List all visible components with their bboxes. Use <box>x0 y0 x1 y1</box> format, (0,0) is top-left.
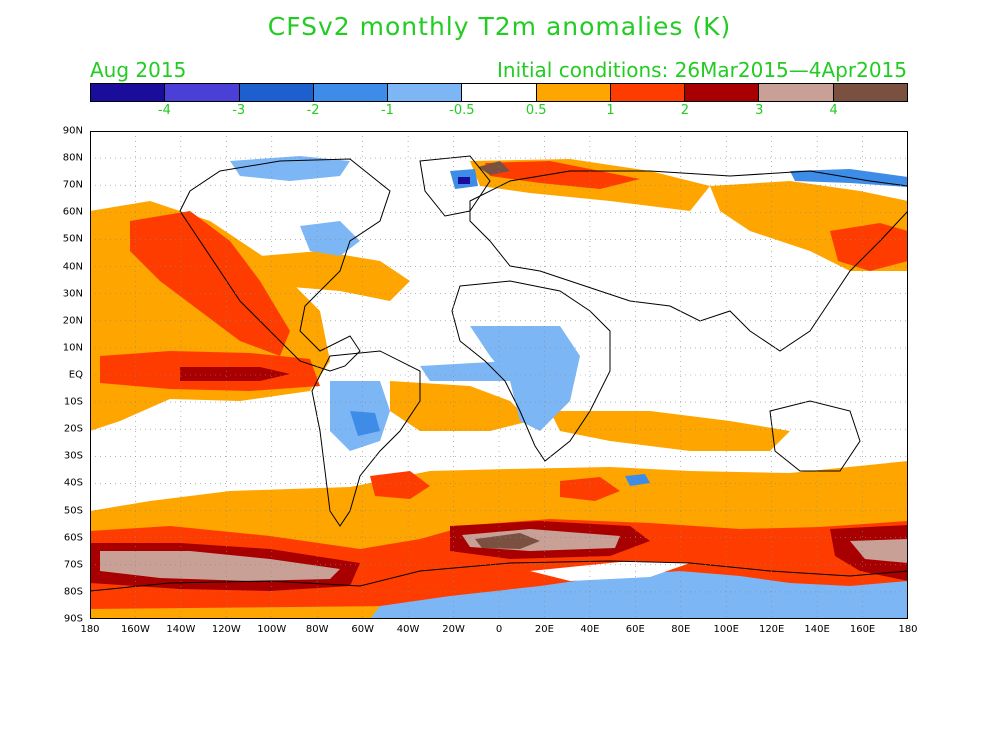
latitude-label: 40S <box>63 477 83 489</box>
colorbar-label: 0.5 <box>525 103 547 118</box>
colorbar-labels: -4 -3 -2 -1 -0.5 0.5 1 2 3 4 <box>90 103 908 121</box>
latitude-label: 10N <box>62 342 83 354</box>
anomaly-fields <box>90 156 908 619</box>
enso-darkred-core <box>180 367 290 381</box>
southern-ocean-pink-west <box>100 551 340 581</box>
colorbar <box>90 83 908 102</box>
north-america-cold <box>300 221 360 256</box>
latitude-label: 90S <box>63 613 83 625</box>
nw-pacific-red <box>830 223 908 271</box>
south-atlantic-red <box>370 471 430 499</box>
colorbar-swatch <box>313 84 389 101</box>
longitude-label: 180 <box>898 624 918 635</box>
latitude-label: 30N <box>62 288 83 300</box>
longitude-label: 100W <box>257 624 287 635</box>
south-america-cold-core <box>350 411 380 436</box>
africa-cold <box>470 326 580 431</box>
colorbar-label: -1 <box>380 103 394 118</box>
australia-coast <box>769 400 861 472</box>
colorbar-swatch <box>833 84 907 101</box>
north-america-coast <box>179 158 391 372</box>
longitude-label: 40W <box>396 624 420 635</box>
colorbar-swatch <box>610 84 686 101</box>
longitude-label: 160E <box>849 624 876 635</box>
longitude-label: 120E <box>758 624 785 635</box>
longitude-label: 160W <box>120 624 150 635</box>
latitude-label: 80N <box>62 152 83 164</box>
colorbar-label: 2 <box>680 103 690 118</box>
antarctica-cold-anomaly <box>370 571 908 619</box>
valid-month: Aug 2015 <box>90 58 187 82</box>
colorbar-label: 1 <box>606 103 615 118</box>
latitude-label: 90N <box>62 125 83 137</box>
greenland-cold-core <box>458 177 470 184</box>
coastlines <box>90 155 908 592</box>
latitude-label: 80S <box>63 586 83 598</box>
southern-ocean-pink-dateline <box>850 539 908 563</box>
south-indian-red <box>560 477 620 501</box>
anomaly-map <box>90 131 908 619</box>
colorbar-label: 4 <box>829 103 838 118</box>
longitude-label: 140W <box>166 624 196 635</box>
colorbar-swatch <box>759 84 834 101</box>
latitude-label: 20S <box>63 423 83 435</box>
pacific-north-red <box>130 211 290 356</box>
longitude-label: 100E <box>713 624 739 635</box>
colorbar-swatch <box>536 84 611 101</box>
colorbar-swatch <box>388 84 463 101</box>
longitude-label: 20E <box>534 624 554 635</box>
latitude-label: 10S <box>63 396 83 408</box>
southern-ocean-brown <box>475 533 540 549</box>
arctic-eurasia-red <box>485 161 640 189</box>
eurasia-coast <box>469 170 908 352</box>
antarctica-coast <box>90 560 908 592</box>
south-america-coast <box>311 350 421 527</box>
longitude-label: 40E <box>580 624 600 635</box>
colorbar-label: -4 <box>157 103 171 118</box>
latitude-label: 50N <box>62 233 83 245</box>
colorbar-swatch <box>685 84 760 101</box>
barents-brown <box>478 161 510 175</box>
colorbar-swatch <box>462 84 537 101</box>
latitude-label: 60S <box>63 532 83 544</box>
colorbar-swatch <box>91 84 166 101</box>
longitude-label: 0 <box>495 624 503 635</box>
latitude-label: 40N <box>62 261 83 273</box>
colorbar-swatch <box>165 84 240 101</box>
longitude-label: 80E <box>671 624 691 635</box>
latitude-label: 70S <box>63 559 83 571</box>
latitude-label: 70N <box>62 179 83 191</box>
longitude-label: 120W <box>211 624 241 635</box>
initial-conditions: Initial conditions: 26Mar2015—4Apr2015 <box>497 58 907 82</box>
antarctica-white-patch <box>530 561 690 581</box>
map-title: CFSv2 monthly T2m anomalies (K) <box>267 12 732 41</box>
colorbar-label: -0.5 <box>449 103 475 118</box>
longitude-label: 60E <box>625 624 645 635</box>
africa-coast <box>451 280 611 462</box>
latitude-label: EQ <box>68 369 83 381</box>
latitude-label: 60N <box>62 206 83 218</box>
latitude-label: 20N <box>62 315 83 327</box>
tropical-atlantic-orange <box>390 381 530 431</box>
longitude-label: 80W <box>305 624 329 635</box>
latitude-label: 30S <box>63 450 83 462</box>
longitude-label: 20W <box>442 624 465 635</box>
southern-indian-cold <box>625 474 650 486</box>
longitude-label: 180 <box>80 624 100 635</box>
indian-ocean-orange <box>550 411 790 451</box>
colorbar-label: -3 <box>232 103 246 118</box>
longitude-label: 60W <box>351 624 374 635</box>
map-frame <box>90 131 908 619</box>
colorbar-label: -2 <box>306 103 320 118</box>
latitude-label: 50S <box>63 505 83 517</box>
arctic-canada-cold <box>230 156 350 181</box>
colorbar-label: 3 <box>755 103 764 118</box>
longitude-label: 140E <box>804 624 830 635</box>
colorbar-swatch <box>239 84 314 101</box>
